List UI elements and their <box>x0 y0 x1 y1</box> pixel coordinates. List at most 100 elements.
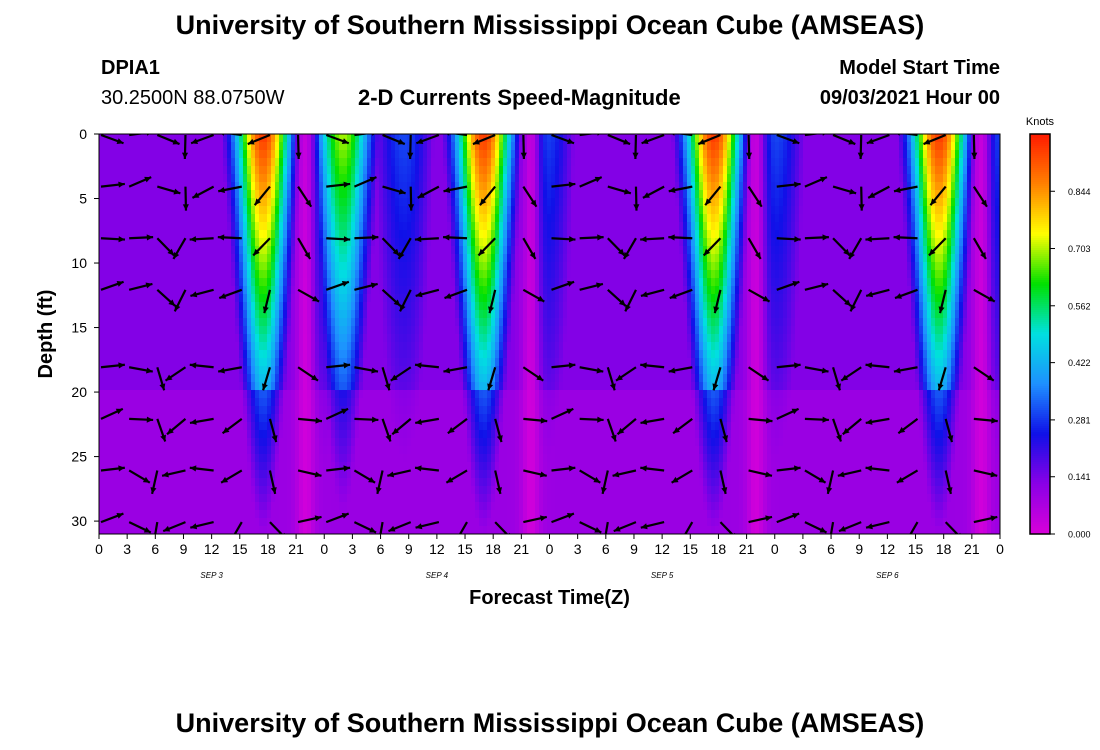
heatmap-cell <box>307 190 312 199</box>
heatmap-cell <box>191 358 196 367</box>
heatmap-cell <box>347 254 352 263</box>
heatmap-cell <box>495 366 500 375</box>
heatmap-cell <box>103 510 108 519</box>
heatmap-cell <box>231 246 236 255</box>
heatmap-cell <box>235 430 240 439</box>
heatmap-cell <box>335 214 340 223</box>
heatmap-cell <box>487 446 492 455</box>
heatmap-cell <box>463 502 468 511</box>
heatmap-cell <box>207 406 212 415</box>
heatmap-cell <box>387 502 392 511</box>
heatmap-cell <box>255 462 260 471</box>
heatmap-cell <box>351 158 356 167</box>
heatmap-cell <box>451 518 456 527</box>
heatmap-cell <box>439 390 444 399</box>
heatmap-cell <box>319 206 324 215</box>
heatmap-cell <box>215 214 220 223</box>
heatmap-cell <box>415 190 420 199</box>
heatmap-cell <box>303 406 308 415</box>
heatmap-cell <box>439 270 444 279</box>
heatmap-cell <box>271 238 276 247</box>
heatmap-cell <box>291 198 296 207</box>
heatmap-cell <box>151 390 156 399</box>
heatmap-cell <box>295 358 300 367</box>
heatmap-cell <box>319 350 324 359</box>
heatmap-cell <box>179 182 184 191</box>
heatmap-cell <box>115 174 120 183</box>
heatmap-cell <box>447 374 452 383</box>
heatmap-cell <box>295 190 300 199</box>
heatmap-cell <box>299 150 304 159</box>
heatmap-cell <box>367 214 372 223</box>
heatmap-cell <box>435 190 440 199</box>
heatmap-cell <box>359 454 364 463</box>
heatmap-cell <box>415 358 420 367</box>
heatmap-cell <box>471 430 476 439</box>
heatmap-cell <box>427 502 432 511</box>
heatmap-cell <box>191 134 196 143</box>
heatmap-cell <box>139 398 144 407</box>
heatmap-cell <box>139 470 144 479</box>
heatmap-cell <box>179 358 184 367</box>
heatmap-cell <box>343 478 348 487</box>
heatmap-cell <box>391 190 396 199</box>
heatmap-cell <box>483 334 488 343</box>
heatmap-cell <box>331 286 336 295</box>
heatmap-cell <box>227 318 232 327</box>
heatmap-cell <box>111 238 116 247</box>
heatmap-cell <box>307 398 312 407</box>
heatmap-cell <box>387 246 392 255</box>
heatmap-cell <box>187 374 192 383</box>
heatmap-cell <box>403 334 408 343</box>
heatmap-cell <box>379 382 384 391</box>
heatmap-cell <box>299 270 304 279</box>
heatmap-cell <box>427 390 432 399</box>
heatmap-cell <box>283 326 288 335</box>
heatmap-cell <box>343 382 348 391</box>
heatmap-cell <box>467 214 472 223</box>
heatmap-cell <box>427 438 432 447</box>
heatmap-cell <box>291 510 296 519</box>
heatmap-cell <box>103 230 108 239</box>
heatmap-cell <box>431 430 436 439</box>
heatmap-cell <box>251 246 256 255</box>
heatmap-cell <box>243 238 248 247</box>
heatmap-cell <box>323 374 328 383</box>
heatmap-cell <box>255 422 260 431</box>
heatmap-cell <box>439 222 444 231</box>
heatmap-cell <box>391 334 396 343</box>
heatmap-cell <box>147 422 152 431</box>
heatmap-cell <box>343 326 348 335</box>
heatmap-cell <box>163 318 168 327</box>
heatmap-cell <box>283 318 288 327</box>
heatmap-cell <box>387 206 392 215</box>
heatmap-cell <box>111 174 116 183</box>
heatmap-cell <box>339 398 344 407</box>
heatmap-cell <box>323 334 328 343</box>
heatmap-cell <box>151 310 156 319</box>
heatmap-cell <box>463 350 468 359</box>
heatmap-cell <box>327 174 332 183</box>
heatmap-cell <box>423 270 428 279</box>
heatmap-cell <box>215 470 220 479</box>
heatmap-cell <box>295 422 300 431</box>
heatmap-cell <box>267 310 272 319</box>
heatmap-cell <box>299 470 304 479</box>
heatmap-cell <box>435 270 440 279</box>
heatmap-cell <box>115 462 120 471</box>
heatmap-cell <box>219 438 224 447</box>
heatmap-cell <box>131 398 136 407</box>
heatmap-cell <box>187 478 192 487</box>
heatmap-cell <box>347 182 352 191</box>
heatmap-cell <box>451 294 456 303</box>
heatmap-cell <box>359 222 364 231</box>
heatmap-cell <box>339 390 344 399</box>
heatmap-cell <box>351 278 356 287</box>
heatmap-cell <box>191 318 196 327</box>
heatmap-cell <box>319 158 324 167</box>
heatmap-cell <box>403 206 408 215</box>
heatmap-cell <box>279 246 284 255</box>
heatmap-cell <box>439 142 444 151</box>
heatmap-cell <box>251 526 256 534</box>
heatmap-cell <box>467 462 472 471</box>
